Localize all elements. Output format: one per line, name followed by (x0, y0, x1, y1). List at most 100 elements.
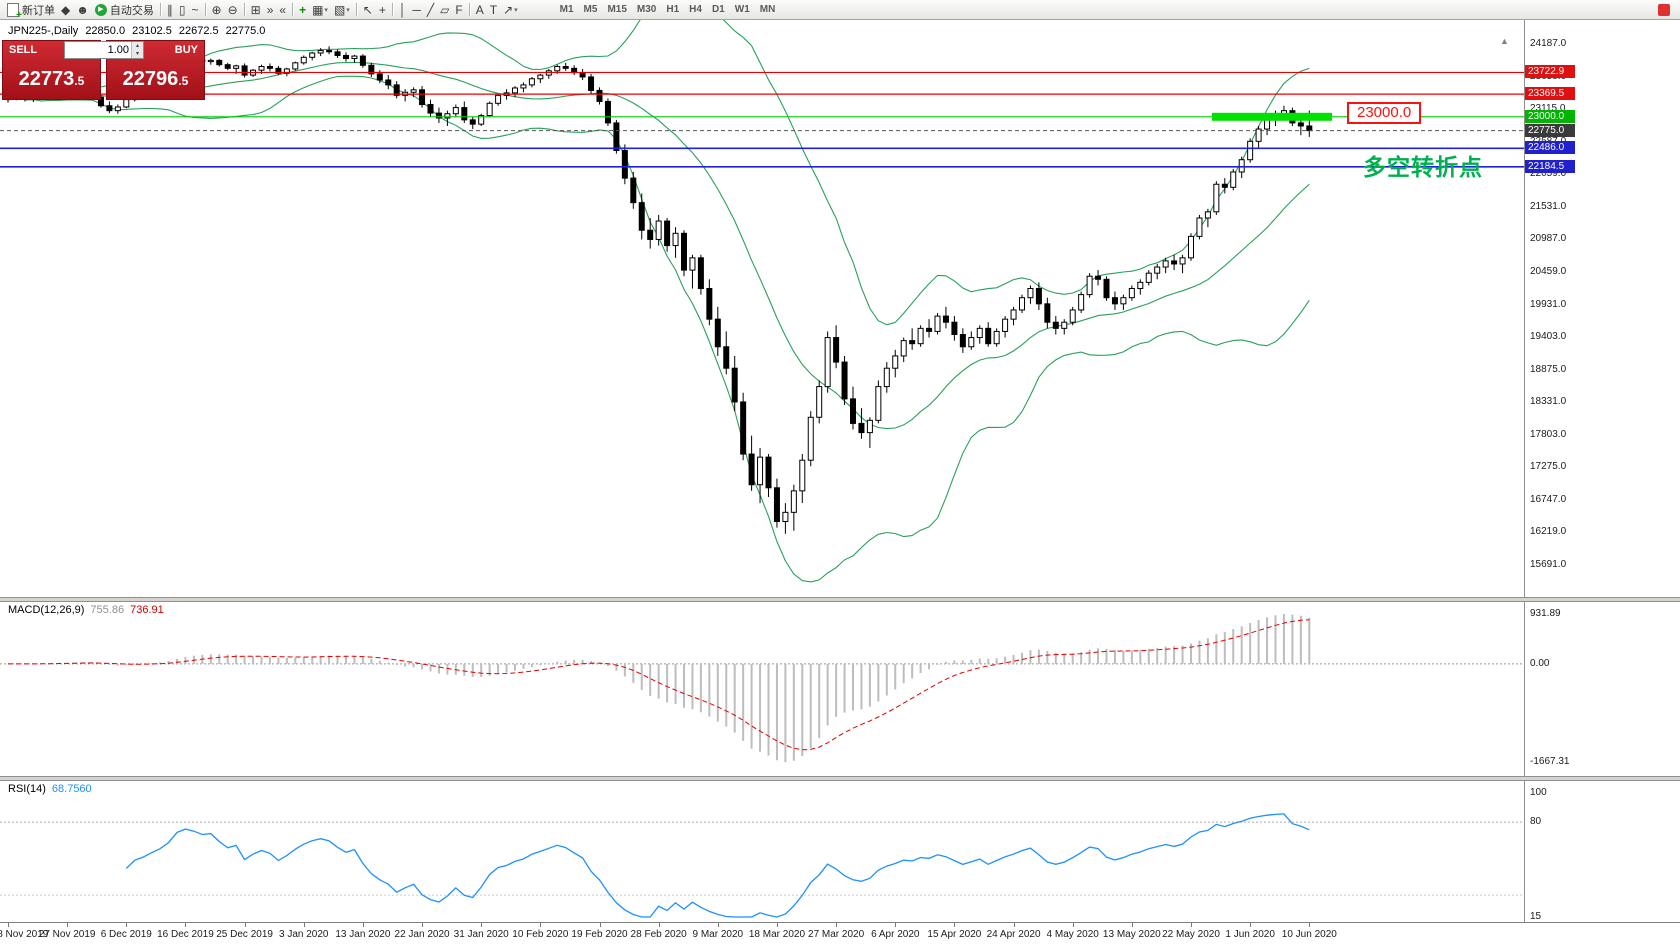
candle (588, 76, 595, 91)
tile-windows-icon: ⊞ (250, 2, 261, 17)
candle (638, 202, 645, 231)
candle (579, 72, 586, 78)
cursor-icon: ↖ (362, 2, 373, 17)
timeframe-m30[interactable]: M30 (636, 4, 657, 15)
auto-scroll-icon[interactable]: » (264, 2, 277, 18)
candle (1247, 140, 1254, 161)
buy-button[interactable]: BUY 22796.5 (106, 40, 205, 100)
date-tick (836, 923, 838, 927)
chart-shift-icon[interactable]: « (276, 2, 289, 18)
candle (850, 398, 856, 424)
horizontal-line-icon: ─ (412, 2, 421, 17)
timeframe-d1[interactable]: D1 (711, 4, 725, 15)
candle (1111, 297, 1118, 305)
candle (883, 367, 890, 388)
support-zone-bar (1212, 112, 1332, 121)
periods-icon[interactable]: ▦ ▾ (309, 2, 331, 18)
candle (773, 487, 780, 523)
candle (266, 66, 273, 69)
crosshair-icon[interactable]: + (376, 2, 389, 18)
main-toolbar: 新订单 ◆ ☻ ▶ 自动交易 ∥▯~⊕⊖⊞»«+▦▾▧▾↖+│─╱▱FAT↗▾ … (0, 0, 1680, 21)
candle (706, 287, 713, 320)
chart-shift-icon: « (279, 2, 287, 17)
timeframe-h4[interactable]: H4 (689, 4, 702, 15)
timeframe-m1[interactable]: M1 (559, 4, 574, 15)
auto-scroll-icon: » (266, 2, 274, 17)
volume-input[interactable] (65, 42, 131, 58)
channel-icon[interactable]: ▱ (437, 2, 452, 18)
date-tick (1072, 923, 1074, 927)
timeframe-w1[interactable]: W1 (734, 4, 750, 15)
date-axis-label: 31 Jan 2020 (453, 929, 509, 940)
candle (866, 419, 873, 434)
line-chart-icon[interactable]: ~ (188, 2, 201, 18)
candle (757, 456, 764, 486)
candle (562, 66, 569, 69)
diamond-icon[interactable]: ◆ (61, 2, 71, 17)
date-axis-label: 10 Jun 2020 (1281, 929, 1337, 940)
candle (1196, 217, 1203, 237)
red-badge-icon[interactable] (1658, 3, 1670, 16)
candle (892, 355, 899, 369)
candle (419, 89, 426, 106)
volume-down-button[interactable]: ▾ (132, 50, 143, 58)
new-order-button[interactable]: 新订单 (4, 2, 58, 21)
auto-trading-button[interactable]: ▶ 自动交易 (92, 2, 157, 18)
templates-icon[interactable]: ▧ ▾ (331, 2, 353, 18)
date-tick (954, 923, 956, 927)
candle (1027, 287, 1034, 299)
candle (461, 107, 468, 121)
bar-chart-icon[interactable]: ∥ (164, 2, 176, 18)
zoom-out-icon[interactable]: ⊖ (225, 2, 241, 18)
indicators-icon[interactable]: + (296, 2, 309, 18)
candlestick-chart-icon[interactable]: ▯ (176, 2, 189, 18)
chart-shift-marker-icon[interactable]: ▲ (1500, 36, 1509, 46)
candle (664, 220, 671, 247)
candle (359, 55, 366, 66)
toolbar-separator (159, 3, 161, 16)
candle (1171, 260, 1178, 265)
timeframe-mn[interactable]: MN (759, 4, 776, 15)
candle (1137, 281, 1144, 289)
zoom-in-icon[interactable]: ⊕ (209, 2, 225, 18)
date-axis-label: 1 Jun 2020 (1225, 929, 1275, 940)
panel-splitter[interactable] (0, 776, 1680, 781)
candle (1120, 297, 1127, 305)
zoom-in-icon: ⊕ (211, 2, 222, 17)
date-tick (422, 923, 424, 927)
horizontal-line-icon[interactable]: ─ (409, 2, 424, 18)
candle (875, 386, 882, 421)
macd-signal-line (8, 619, 1310, 751)
trendline-icon[interactable]: ╱ (424, 2, 437, 18)
date-tick (185, 923, 187, 927)
text-label-icon: T (489, 2, 498, 17)
new-order-icon (7, 2, 22, 21)
tile-windows-icon[interactable]: ⊞ (248, 2, 264, 18)
vertical-line-icon[interactable]: │ (396, 2, 410, 18)
symbol-period-label: JPN225-,Daily (8, 25, 79, 37)
buy-label: BUY (174, 44, 198, 56)
cursor-icon[interactable]: ↖ (360, 2, 376, 18)
candle (1204, 211, 1211, 219)
profile-icon[interactable]: ☻ (76, 2, 89, 17)
fibonacci-icon[interactable]: F (452, 2, 465, 18)
candle (1061, 321, 1068, 329)
text-icon: A (475, 2, 484, 17)
text-label-icon[interactable]: T (487, 2, 500, 18)
date-axis-label: 25 Dec 2019 (216, 929, 273, 940)
volume-up-button[interactable]: ▴ (132, 42, 143, 50)
timeframe-h1[interactable]: H1 (666, 4, 680, 15)
timeframe-m15[interactable]: M15 (607, 4, 627, 15)
rsi-layer (0, 813, 1524, 918)
date-tick (1013, 923, 1015, 927)
candle (520, 84, 527, 89)
text-icon[interactable]: A (473, 2, 487, 18)
buy-price: 22796.5 (122, 68, 189, 90)
panel-splitter[interactable] (0, 597, 1680, 602)
timeframe-m5[interactable]: M5 (583, 4, 598, 15)
arrows-icon[interactable]: ↗ ▾ (500, 2, 521, 18)
timeframes-group: M1 M5 M15 M30 H1 H4 D1 W1 MN (555, 3, 781, 16)
candle (959, 333, 966, 348)
